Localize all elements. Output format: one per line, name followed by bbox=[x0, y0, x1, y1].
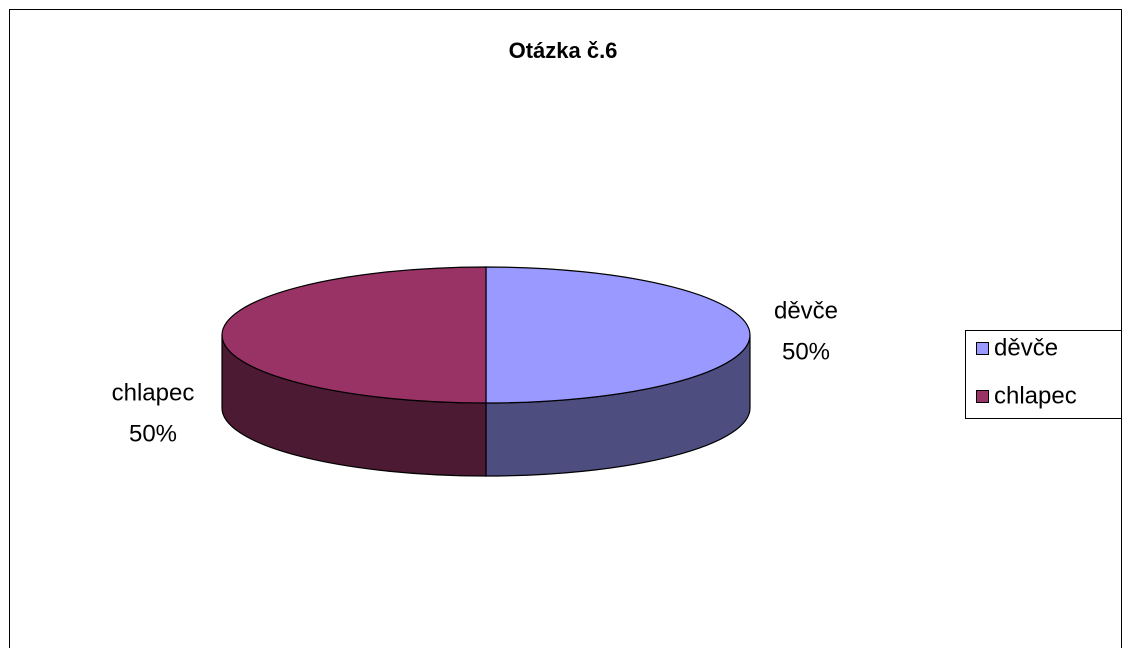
data-label-name: chlapec bbox=[112, 379, 195, 406]
legend: děvče chlapec bbox=[966, 331, 1122, 419]
data-label-name: děvče bbox=[774, 297, 838, 324]
chart-title: Otázka č.6 bbox=[509, 38, 618, 63]
legend-swatch bbox=[977, 391, 989, 403]
data-label-value: 50% bbox=[782, 338, 830, 365]
data-label-value: 50% bbox=[129, 420, 177, 447]
page: Otázka č.6 děvče 50% chlapec 50% děvče chlape… bbox=[0, 0, 1129, 648]
legend-label: chlapec bbox=[994, 382, 1077, 409]
legend-swatch bbox=[977, 343, 989, 355]
legend-label: děvče bbox=[994, 334, 1058, 361]
chart: Otázka č.6 děvče 50% chlapec 50% děvče chlape… bbox=[0, 0, 1129, 648]
